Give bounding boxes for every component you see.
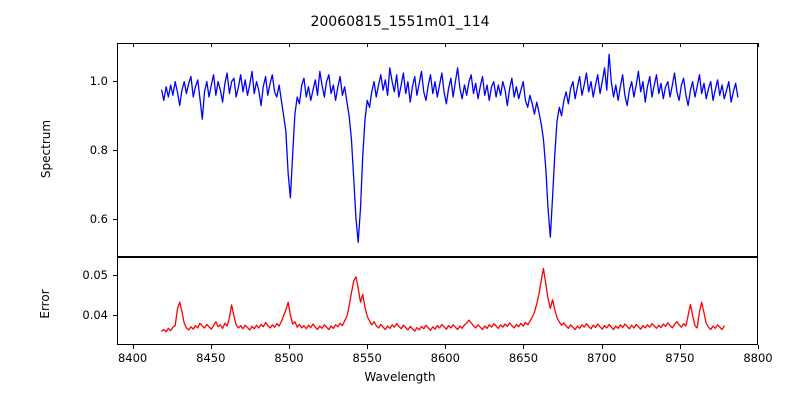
x-tick-mark <box>210 345 212 349</box>
x-tick-mark <box>523 345 525 349</box>
x-tick-mark <box>601 345 603 349</box>
error-y-tick-mark <box>113 315 117 316</box>
x-tick-mark-top <box>288 43 290 47</box>
spectrum-y-tick-mark <box>113 219 117 221</box>
x-tick-mark-top <box>758 43 759 47</box>
x-tick-mark <box>679 345 681 349</box>
error-y-tick-label: 0.05 <box>82 268 108 282</box>
x-tick-label: 8550 <box>352 351 382 365</box>
spectrum-y-tick-label: 0.6 <box>89 212 108 227</box>
error-y-axis-label: Error <box>38 289 52 319</box>
spectrum-y-tick-mark <box>113 150 117 151</box>
page-title: 20060815_1551m01_114 <box>310 14 490 30</box>
spectrum-plot-area <box>117 43 758 257</box>
error-plot-area <box>117 257 758 345</box>
x-tick-mark-top <box>523 43 525 47</box>
spectrum-y-tick-mark <box>113 80 117 82</box>
error-y-tick-label: 0.04 <box>82 308 108 322</box>
x-tick-mark-top <box>679 43 681 47</box>
x-tick-label: 8500 <box>274 351 304 365</box>
error-y-tick-mark <box>113 275 117 276</box>
x-tick-mark <box>445 345 447 349</box>
x-tick-mark-top <box>445 43 447 47</box>
x-tick-mark-top <box>210 43 212 47</box>
x-tick-mark <box>132 345 134 349</box>
x-tick-label: 8450 <box>196 351 226 365</box>
x-tick-mark-top <box>132 43 134 47</box>
spectrum-y-tick-label: 0.8 <box>89 143 108 157</box>
x-tick-mark-top <box>601 43 603 47</box>
x-tick-label: 8700 <box>587 351 617 365</box>
x-tick-mark <box>367 345 369 349</box>
spectrum-y-axis-label: Spectrum <box>39 119 53 179</box>
error-series-svg <box>118 258 757 344</box>
x-tick-label: 8650 <box>508 351 539 365</box>
x-tick-label: 8750 <box>665 351 695 365</box>
x-axis-label: Wavelength <box>364 370 436 384</box>
x-tick-mark-top <box>367 43 369 47</box>
x-tick-mark <box>288 345 290 349</box>
x-tick-label: 8600 <box>430 351 460 365</box>
spectrum-y-tick-label: 1.0 <box>89 73 108 88</box>
x-tick-mark <box>758 345 759 349</box>
spectrum-series-svg <box>118 44 757 256</box>
x-tick-label: 8800 <box>743 351 773 365</box>
x-tick-label: 8400 <box>117 351 148 365</box>
